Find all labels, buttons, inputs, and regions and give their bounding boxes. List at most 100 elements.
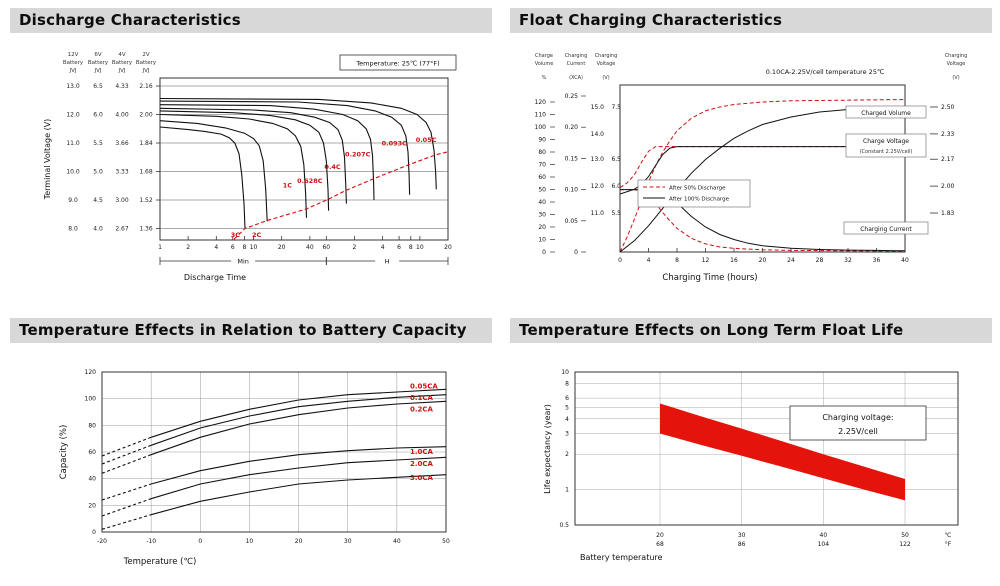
svg-text:Battery temperature: Battery temperature	[580, 553, 663, 562]
svg-text:11.0: 11.0	[66, 140, 80, 147]
svg-text:Battery: Battery	[88, 60, 109, 66]
svg-text:28: 28	[816, 257, 824, 264]
svg-text:90: 90	[538, 137, 546, 144]
svg-text:4: 4	[647, 257, 651, 264]
svg-text:1.52: 1.52	[139, 197, 153, 204]
svg-text:100: 100	[535, 124, 547, 131]
svg-text:0.2CA: 0.2CA	[410, 405, 434, 413]
svg-text:2.50: 2.50	[941, 104, 955, 111]
svg-text:30: 30	[738, 532, 746, 539]
svg-text:40: 40	[393, 538, 401, 545]
svg-text:40: 40	[306, 244, 314, 251]
svg-text:36: 36	[873, 257, 881, 264]
svg-text:℃: ℃	[945, 532, 952, 539]
svg-text:7.5: 7.5	[611, 104, 621, 111]
svg-text:20: 20	[656, 532, 664, 539]
svg-text:Battery: Battery	[112, 60, 133, 66]
svg-text:1.83: 1.83	[941, 210, 955, 217]
svg-text:13.0: 13.0	[591, 156, 605, 163]
svg-text:8: 8	[565, 380, 569, 387]
svg-text:6: 6	[231, 244, 235, 251]
svg-text:20: 20	[444, 244, 452, 251]
svg-text:60: 60	[322, 244, 330, 251]
svg-text:68: 68	[656, 541, 664, 548]
svg-text:2.16: 2.16	[139, 83, 153, 90]
temperature-capacity-chart: 0 20 40 60 80 100 120 -20 -10 0 10 20 30 40 50 0.05CA 0.…	[59, 369, 450, 567]
svg-text:5: 5	[565, 404, 569, 411]
svg-text:6V: 6V	[94, 52, 101, 58]
svg-text:15.0: 15.0	[591, 104, 605, 111]
float-charging-chart: 0 4 8 12 16 20 24 28 32 36 40 Charge Volume% Charging…	[535, 53, 968, 283]
svg-text:Charging: Charging	[945, 53, 968, 59]
svg-text:Capacity (%): Capacity (%)	[59, 425, 69, 480]
svg-text:2.17: 2.17	[941, 156, 955, 163]
svg-text:Life expectancy (year): Life expectancy (year)	[543, 404, 552, 494]
svg-text:10.0: 10.0	[66, 169, 80, 176]
svg-text:1.0CA: 1.0CA	[410, 448, 434, 456]
svg-text:%: %	[542, 75, 547, 81]
svg-text:1C: 1C	[283, 182, 293, 190]
svg-text:10: 10	[416, 244, 424, 251]
svg-text:5.5: 5.5	[93, 140, 103, 147]
svg-text:(V): (V)	[602, 75, 609, 81]
svg-text:Discharge Time: Discharge Time	[184, 273, 246, 282]
svg-text:0.10: 0.10	[565, 187, 579, 194]
svg-text:40: 40	[88, 476, 96, 483]
svg-text:2.0CA: 2.0CA	[410, 460, 434, 468]
svg-text:12.0: 12.0	[591, 183, 605, 190]
svg-text:0: 0	[198, 538, 202, 545]
svg-text:2.25V/cell: 2.25V/cell	[838, 427, 878, 436]
svg-text:4V: 4V	[118, 52, 125, 58]
svg-text:1: 1	[565, 487, 569, 494]
svg-text:JVJ: JVJ	[93, 68, 101, 74]
svg-text:0.15: 0.15	[565, 155, 579, 162]
svg-text:24: 24	[787, 257, 795, 264]
svg-text:Charging: Charging	[595, 53, 618, 59]
svg-text:60: 60	[538, 174, 546, 181]
svg-text:20: 20	[538, 224, 546, 231]
svg-text:-10: -10	[146, 538, 156, 545]
svg-text:6.0: 6.0	[611, 183, 621, 190]
svg-text:4: 4	[381, 244, 385, 251]
svg-text:4.0: 4.0	[93, 226, 103, 233]
svg-text:0.093C: 0.093C	[382, 140, 408, 148]
svg-text:3.0CA: 3.0CA	[410, 474, 434, 482]
svg-text:JVJ: JVJ	[68, 68, 76, 74]
svg-text:Current: Current	[567, 61, 586, 67]
svg-text:12V: 12V	[68, 52, 79, 58]
svg-text:2V: 2V	[142, 52, 149, 58]
svg-text:3.33: 3.33	[115, 169, 129, 176]
svg-text:0.05C: 0.05C	[416, 136, 437, 144]
svg-text:120: 120	[85, 369, 97, 376]
svg-text:4.33: 4.33	[115, 83, 129, 90]
svg-text:10: 10	[538, 237, 546, 244]
svg-text:3C: 3C	[231, 231, 241, 239]
svg-text:°F: °F	[945, 541, 952, 548]
svg-text:3: 3	[565, 430, 569, 437]
svg-text:Charging: Charging	[565, 53, 588, 59]
svg-text:122: 122	[899, 541, 911, 548]
discharge-characteristics-title: Discharge Characteristics	[10, 8, 492, 33]
svg-text:8: 8	[675, 257, 679, 264]
svg-text:1.84: 1.84	[139, 140, 153, 147]
svg-text:60: 60	[88, 449, 96, 456]
svg-text:11.0: 11.0	[591, 210, 605, 217]
svg-text:0.628C: 0.628C	[297, 177, 323, 185]
svg-text:Charged Volume: Charged Volume	[861, 110, 911, 117]
svg-text:86: 86	[738, 541, 746, 548]
float-charging-title: Float Charging Characteristics	[510, 8, 992, 33]
svg-text:Terminal Voltage (V): Terminal Voltage (V)	[43, 119, 52, 201]
svg-text:0.1CA: 0.1CA	[410, 394, 434, 402]
svg-text:Voltage: Voltage	[947, 61, 966, 67]
svg-text:2: 2	[186, 244, 190, 251]
svg-text:3.66: 3.66	[115, 140, 129, 147]
svg-text:-20: -20	[97, 538, 107, 545]
svg-text:Charging voltage:: Charging voltage:	[822, 413, 893, 422]
svg-text:8: 8	[243, 244, 247, 251]
svg-text:4.5: 4.5	[93, 197, 103, 204]
svg-text:H: H	[385, 258, 390, 266]
svg-text:2: 2	[565, 451, 569, 458]
svg-text:(Constant 2.25V/cell): (Constant 2.25V/cell)	[860, 149, 913, 155]
svg-text:30: 30	[344, 538, 352, 545]
svg-text:0.5: 0.5	[559, 522, 569, 529]
